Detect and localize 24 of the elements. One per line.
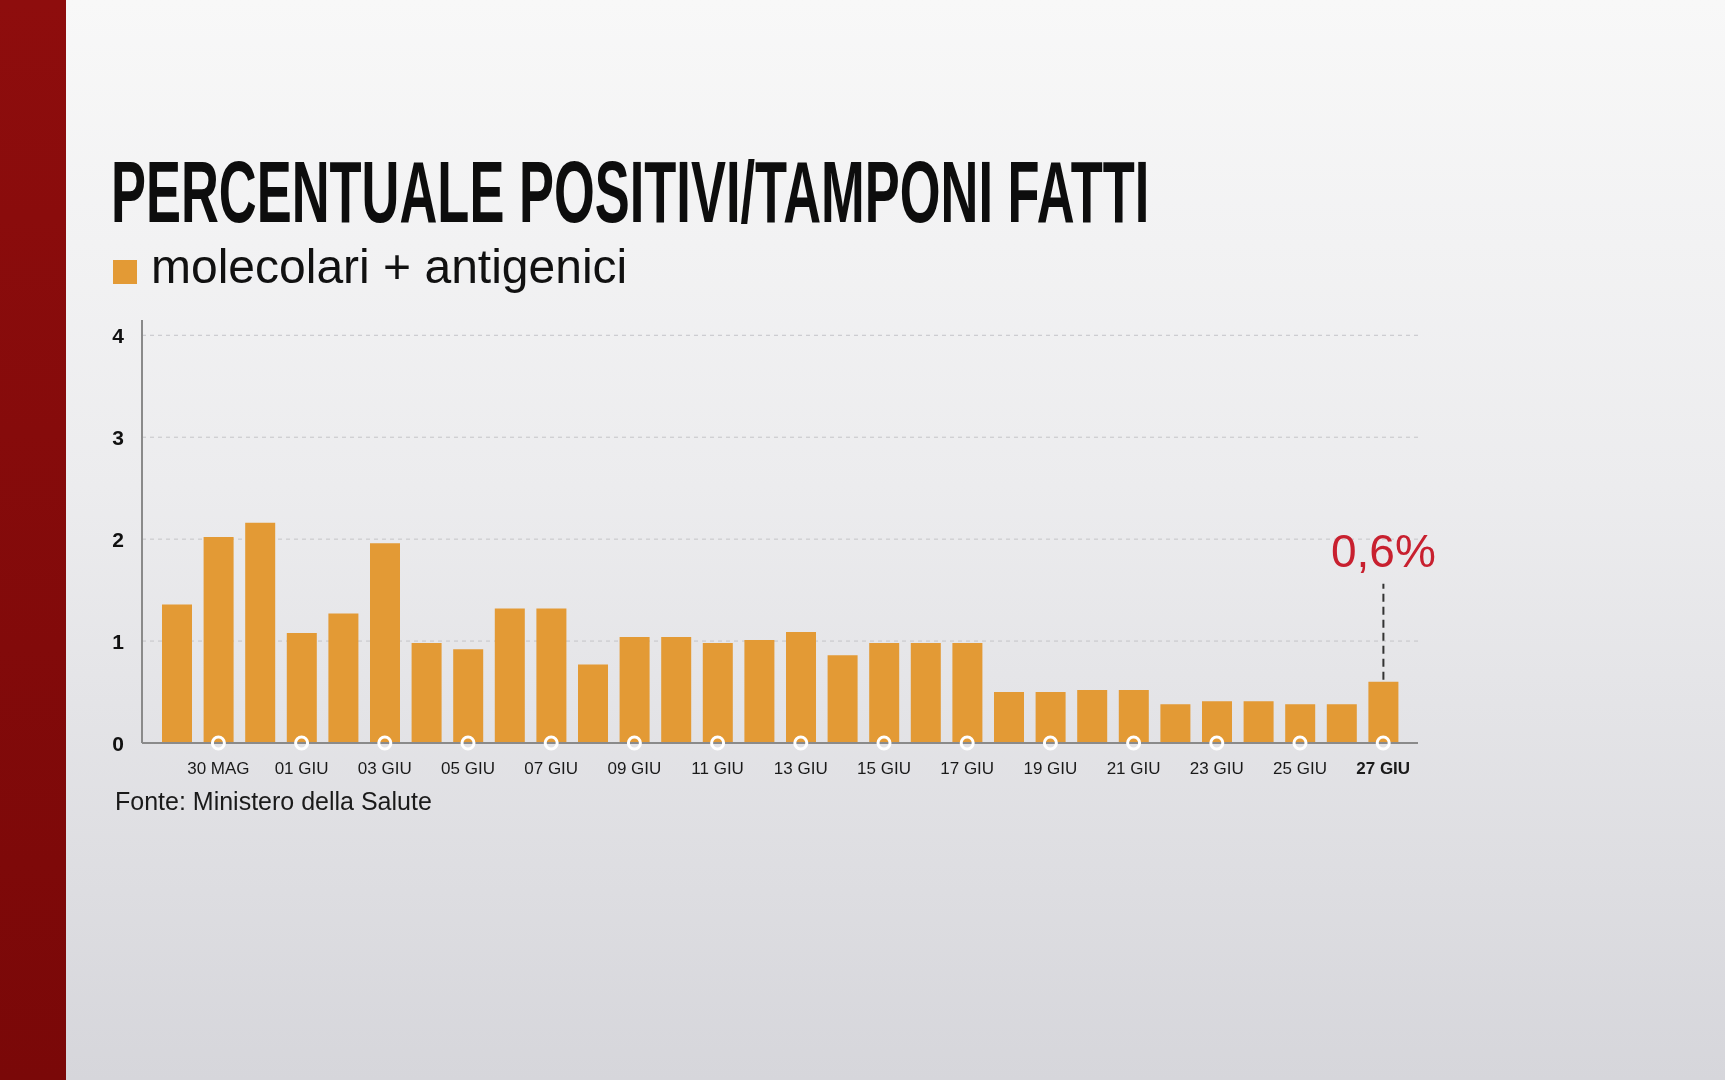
legend-label: molecolari + antigenici bbox=[151, 240, 628, 293]
y-tick-label: 0 bbox=[112, 731, 124, 755]
x-tick-label: 13 GIU bbox=[773, 759, 828, 778]
x-tick-label: 09 GIU bbox=[607, 759, 662, 778]
x-tick-label: 25 GIU bbox=[1273, 759, 1327, 778]
x-tick-label: 23 GIU bbox=[1189, 759, 1244, 778]
x-tick-label: 05 GIU bbox=[441, 759, 495, 778]
data-label: 0,6% bbox=[1330, 524, 1436, 577]
x-tick-label: 27 GIU bbox=[1356, 759, 1411, 778]
x-tick-label: 17 GIU bbox=[940, 759, 995, 778]
x-tick-label: 07 GIU bbox=[524, 759, 579, 778]
x-tick-label: 03 GIU bbox=[357, 759, 412, 778]
y-tick-label: 2 bbox=[112, 527, 124, 551]
source-note: Fonte: Ministero della Salute bbox=[115, 787, 432, 815]
chart-title: PERCENTUALE POSITIVI/TAMPONI FATTI bbox=[111, 142, 1150, 241]
x-tick-label: 11 GIU bbox=[691, 759, 744, 778]
y-tick-label: 4 bbox=[112, 323, 125, 347]
x-tick-label: 19 GIU bbox=[1023, 759, 1078, 778]
y-tick-label: 3 bbox=[112, 425, 124, 449]
x-tick-label: 01 GIU bbox=[274, 759, 329, 778]
x-tick-label: 15 GIU bbox=[857, 759, 911, 778]
y-tick-label: 1 bbox=[112, 629, 125, 653]
x-tick-label: 30 MAG bbox=[187, 759, 250, 778]
x-tick-label: 21 GIU bbox=[1106, 759, 1161, 778]
